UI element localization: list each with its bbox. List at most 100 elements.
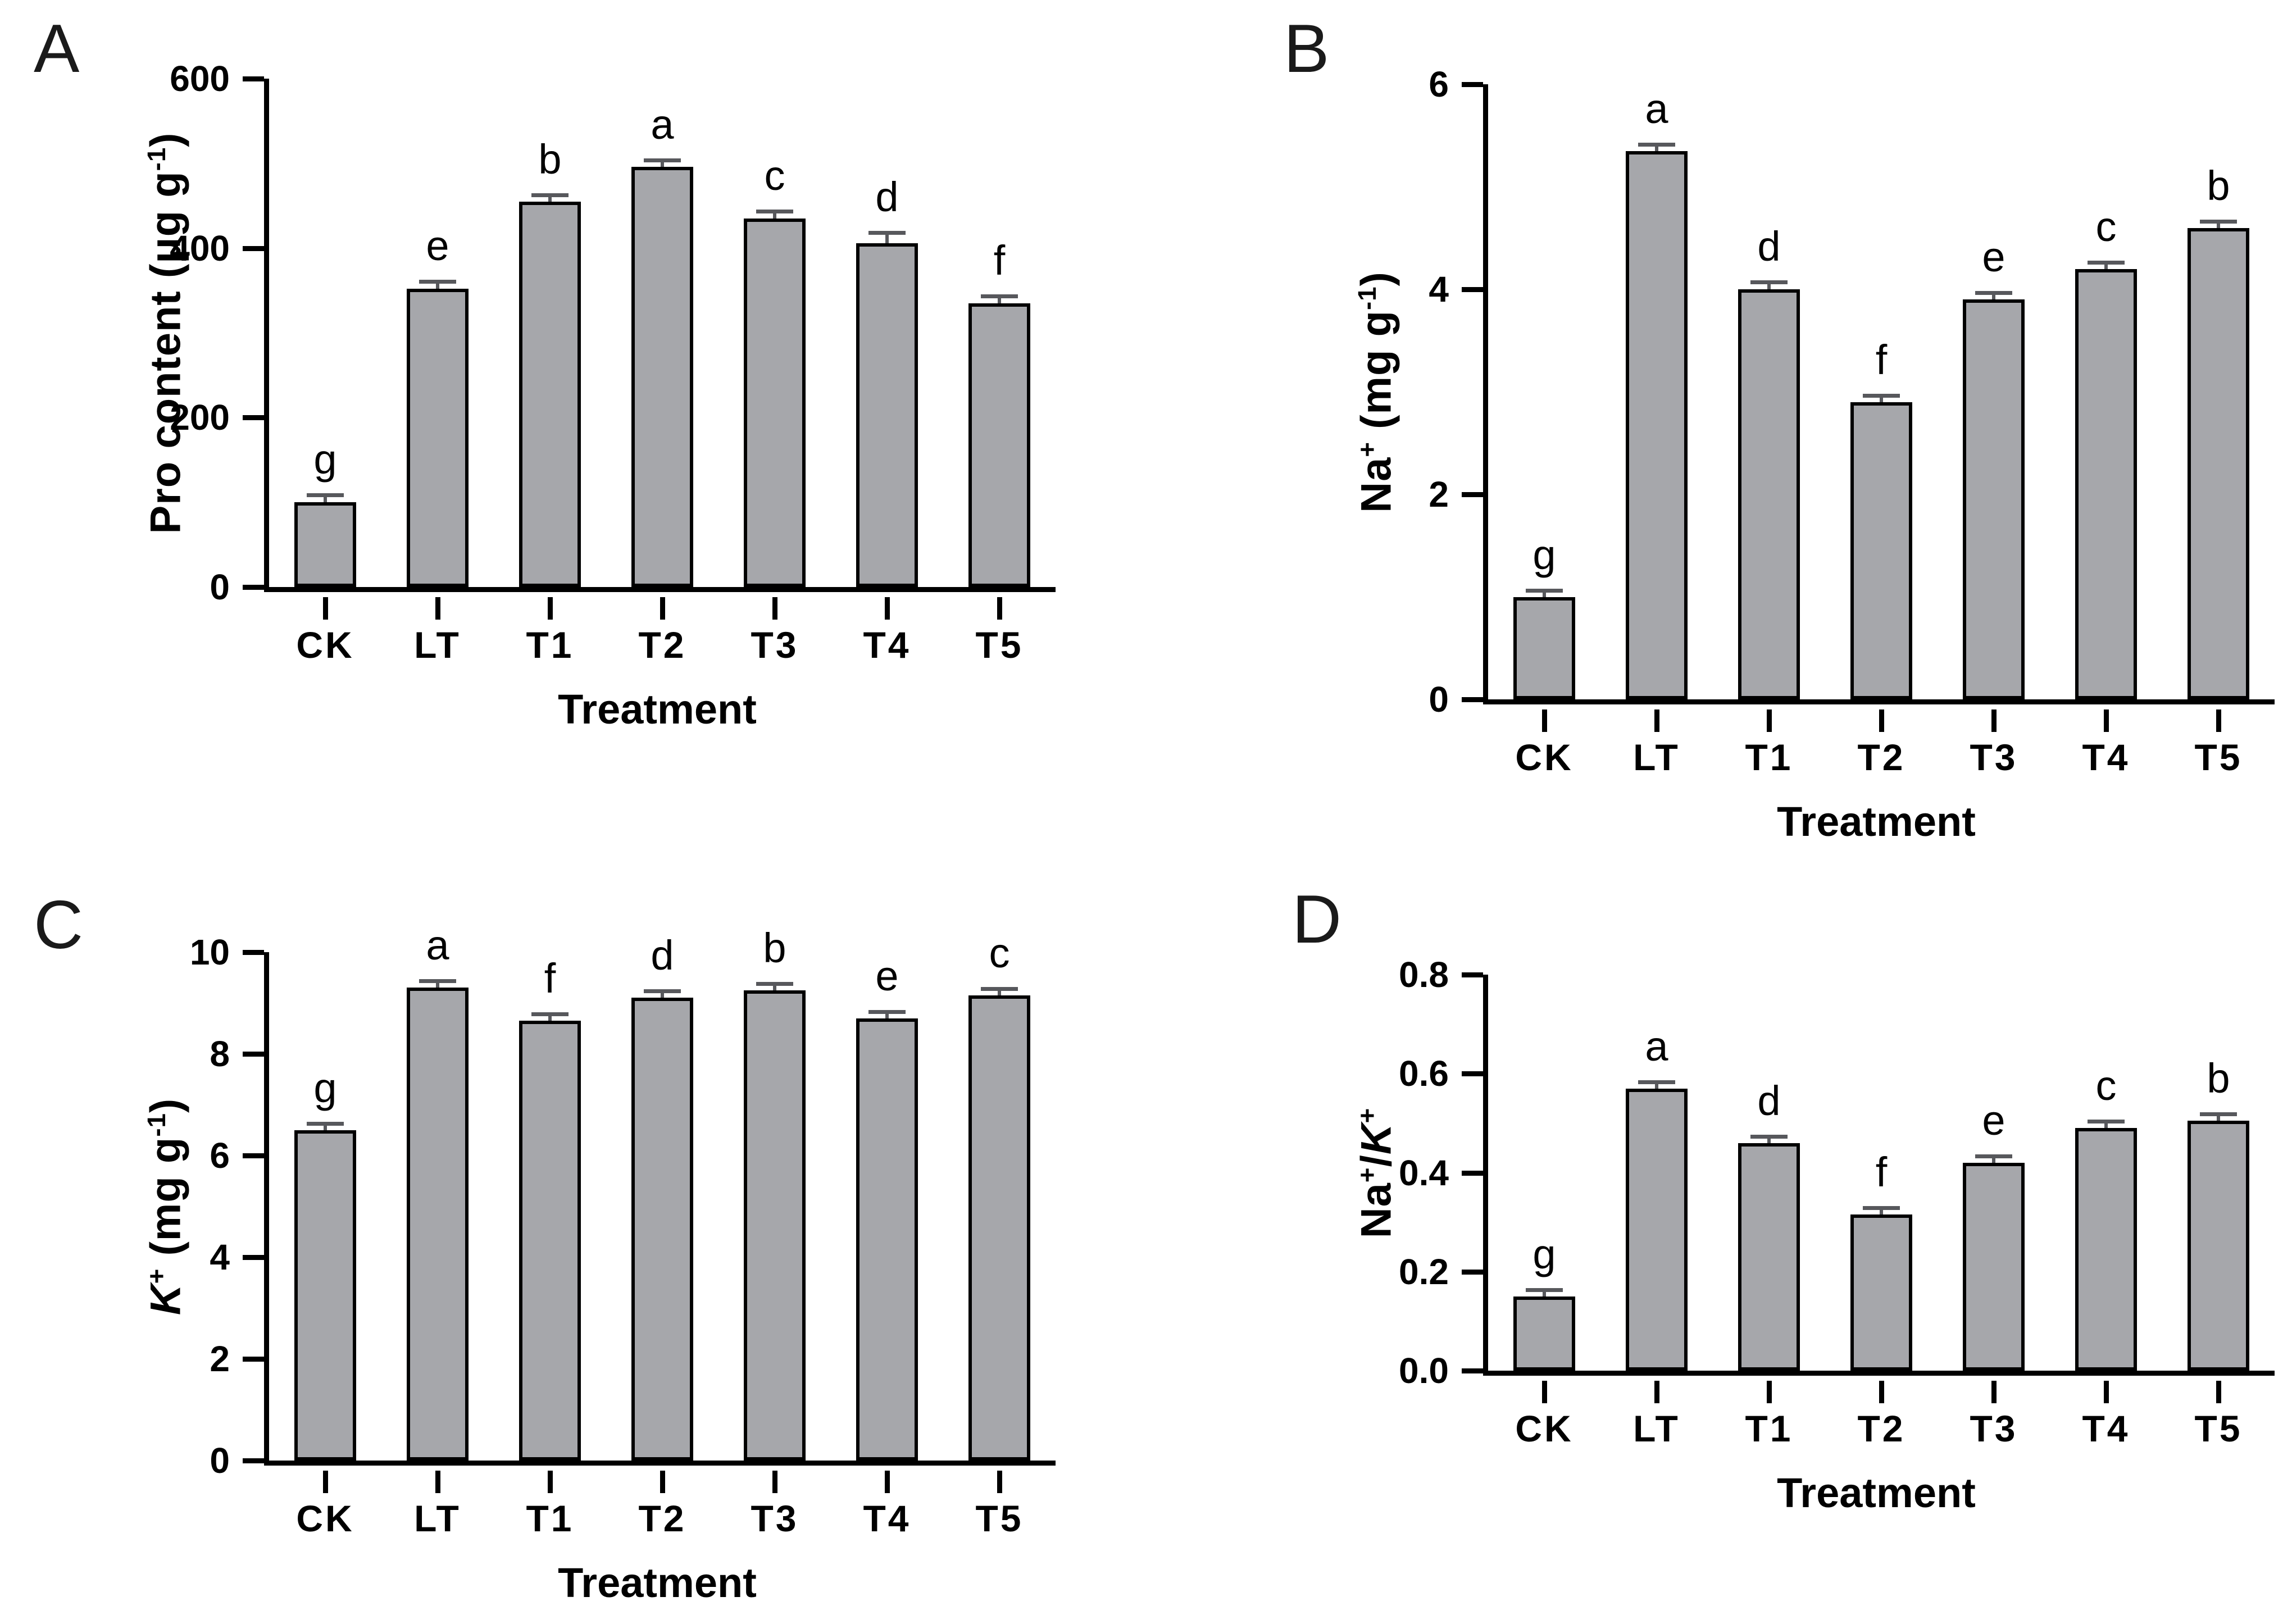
x-tick-label: T1 — [1745, 1408, 1793, 1449]
error-bar-cap — [756, 981, 793, 986]
x-tick-mark — [660, 597, 665, 620]
y-tick-mark — [243, 585, 264, 590]
y-axis-title-segment: (mg g — [1352, 310, 1400, 442]
y-tick-label: 400 — [170, 228, 230, 269]
x-tick-mark — [2103, 709, 2109, 732]
bar — [407, 289, 469, 587]
x-tick-mark — [435, 1471, 440, 1493]
y-tick-label: 0.0 — [1399, 1350, 1449, 1391]
error-bar-cap — [1863, 393, 1900, 398]
error-bar-cap — [756, 209, 793, 213]
x-tick-label: T4 — [2082, 736, 2130, 778]
significance-letter: f — [1875, 336, 1888, 383]
error-bar-cap — [531, 1012, 569, 1017]
x-tick-mark — [772, 597, 777, 620]
bar — [1513, 597, 1575, 699]
x-tick-mark — [1541, 709, 1547, 732]
bar — [2188, 1120, 2249, 1371]
y-tick-label: 6 — [1429, 64, 1449, 104]
significance-letter: c — [989, 929, 1010, 976]
significance-letter: b — [2207, 1054, 2230, 1102]
error-bar-stem — [324, 497, 327, 503]
plot-area-d: 0.0 0.2 0.4 0.6 0.8 g CK a LT d T1 f T2 e T3 c T4 b T5 — [1399, 957, 2275, 1447]
bar — [294, 1130, 356, 1461]
x-tick-label: T3 — [1970, 1408, 2018, 1449]
y-axis-title-segment: Pro content (μg g — [142, 170, 190, 534]
bar — [1850, 1214, 1912, 1371]
significance-letter: f — [1875, 1149, 1888, 1196]
bar — [1513, 1296, 1575, 1371]
y-axis-title-segment: ) — [142, 1098, 190, 1113]
x-tick-label: T2 — [638, 624, 686, 666]
x-tick-mark — [1766, 709, 1772, 732]
x-tick-label: T2 — [1857, 736, 1906, 778]
x-tick-label: T5 — [975, 624, 1024, 666]
error-bar-stem — [1992, 295, 1995, 300]
bar — [1626, 1088, 1688, 1371]
error-bar-stem — [1880, 1210, 1883, 1215]
error-bar-cap — [531, 193, 569, 197]
error-bar-cap — [1750, 280, 1788, 284]
y-tick-mark — [1462, 972, 1483, 977]
error-bar-stem — [773, 985, 776, 990]
x-tick-mark — [1654, 1381, 1659, 1403]
x-tick-label: CK — [1515, 1408, 1574, 1449]
y-tick-mark — [243, 950, 264, 955]
bar — [631, 166, 693, 587]
bar — [968, 995, 1030, 1461]
x-tick-label: T5 — [2194, 1408, 2243, 1449]
x-tick-label: CK — [1515, 736, 1574, 778]
x-tick-label: T5 — [975, 1498, 1024, 1539]
x-tick-mark — [2103, 1381, 2109, 1403]
x-tick-label: T4 — [863, 624, 911, 666]
significance-letter: f — [544, 955, 556, 1002]
panel-letter-a: A — [34, 10, 80, 87]
significance-letter: a — [426, 922, 449, 969]
x-tick-label: T1 — [526, 624, 574, 666]
error-bar-stem — [998, 298, 1001, 303]
x-tick-mark — [1766, 1381, 1772, 1403]
error-bar-cap — [419, 280, 456, 284]
x-tick-label: LT — [414, 1498, 461, 1539]
error-bar-stem — [548, 1016, 552, 1021]
x-tick-label: T4 — [863, 1498, 911, 1539]
x-tick-mark — [547, 1471, 553, 1493]
significance-letter: d — [1757, 1077, 1781, 1124]
significance-letter: c — [2095, 1062, 2117, 1109]
x-tick-label: T1 — [1745, 736, 1793, 778]
y-tick-mark — [1462, 1368, 1483, 1373]
error-bar-stem — [1655, 146, 1658, 151]
x-tick-label: T2 — [1857, 1408, 1906, 1449]
panel-letter-c: C — [34, 886, 84, 963]
x-tick-mark — [1991, 1381, 1997, 1403]
y-tick-label: 4 — [1429, 269, 1449, 310]
error-bar-cap — [2200, 219, 2237, 224]
y-axis-title-pro-content: Pro content (μg g-1) — [142, 132, 190, 534]
y-tick-mark — [1462, 697, 1483, 702]
error-bar-stem — [1655, 1084, 1658, 1089]
x-axis-title-treatment-c: Treatment — [558, 1559, 757, 1606]
y-tick-label: 0.8 — [1399, 954, 1449, 995]
error-bar-cap — [1638, 142, 1675, 147]
y-tick-label: 0.4 — [1399, 1152, 1449, 1193]
error-bar-stem — [436, 284, 439, 289]
error-bar-stem — [661, 162, 664, 167]
plot-area-b: 0 2 4 6 g CK a LT d T1 f T2 e T3 c T4 b T5 — [1429, 66, 2275, 776]
error-bar-stem — [2217, 1116, 2220, 1121]
y-tick-mark — [1462, 1071, 1483, 1077]
error-bar-cap — [981, 294, 1018, 298]
y-tick-label: 10 — [189, 932, 230, 972]
bar — [1850, 402, 1912, 699]
x-tick-label: T2 — [638, 1498, 686, 1539]
x-tick-label: T1 — [526, 1498, 574, 1539]
y-tick-mark — [243, 76, 264, 81]
error-bar-stem — [2104, 1123, 2108, 1129]
x-tick-mark — [1541, 1381, 1547, 1403]
y-tick-label: 6 — [210, 1135, 230, 1176]
x-tick-mark — [547, 597, 553, 620]
significance-letter: a — [1645, 85, 1668, 132]
significance-letter: b — [2207, 162, 2230, 209]
significance-letter: b — [538, 135, 562, 183]
y-tick-mark — [243, 1153, 264, 1158]
significance-letter: e — [426, 222, 449, 270]
